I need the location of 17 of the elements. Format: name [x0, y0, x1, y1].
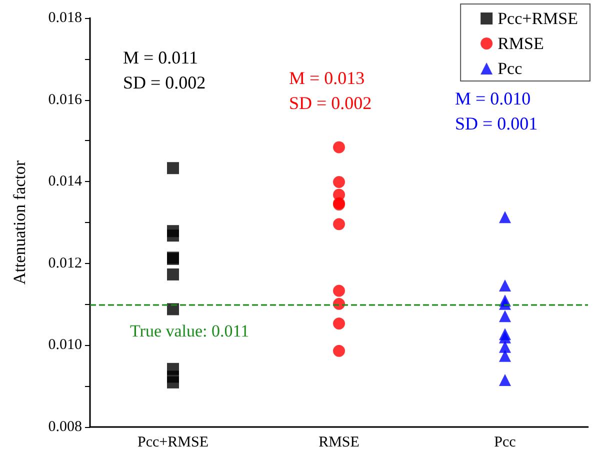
- annotation: M = 0.011 SD = 0.002: [123, 48, 206, 93]
- x-tick-label: RMSE: [318, 434, 360, 450]
- annotation: M = 0.013 SD = 0.002: [289, 68, 372, 114]
- x-tick-label: Pcc: [494, 434, 516, 450]
- y-tick-label: 0.018: [48, 10, 82, 26]
- x-tick-label: Pcc+RMSE: [138, 434, 208, 450]
- legend-label: Pcc+RMSE: [498, 9, 578, 28]
- y-tick-label: 0.010: [48, 337, 82, 354]
- ref-line-label: True value: 0.011: [130, 321, 250, 340]
- annotation: M = 0.010 SD = 0.001: [455, 88, 538, 134]
- y-tick-label: 0.012: [48, 255, 82, 272]
- y-axis-title: Attenuation factor: [10, 160, 29, 285]
- legend-label: Pcc: [498, 59, 523, 78]
- y-tick-label: 0.014: [48, 174, 82, 190]
- y-tick-label: 0.016: [48, 92, 82, 108]
- legend-label: RMSE: [498, 34, 544, 53]
- y-tick-label: 0.008: [48, 419, 82, 435]
